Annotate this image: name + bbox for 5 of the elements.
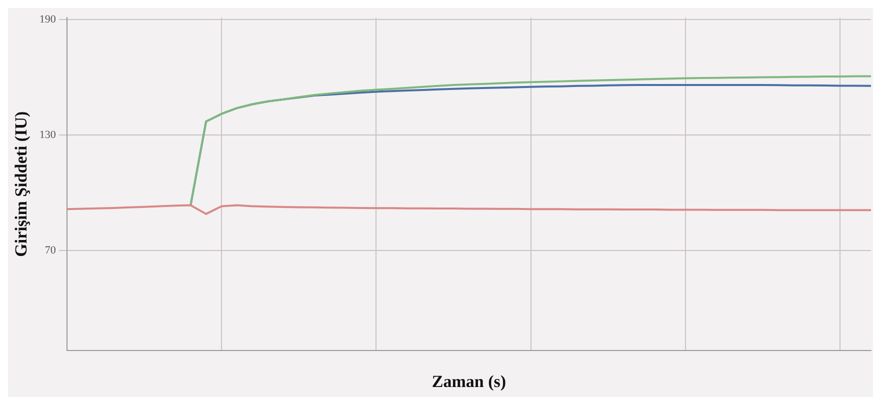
- x-axis-title: Zaman (s): [432, 372, 506, 392]
- y-tick-label: 190: [39, 13, 56, 26]
- y-axis-title: Girişim Şiddeti (IU): [12, 111, 31, 257]
- y-tick-label: 130: [39, 128, 56, 141]
- y-tick-label: 70: [44, 244, 56, 256]
